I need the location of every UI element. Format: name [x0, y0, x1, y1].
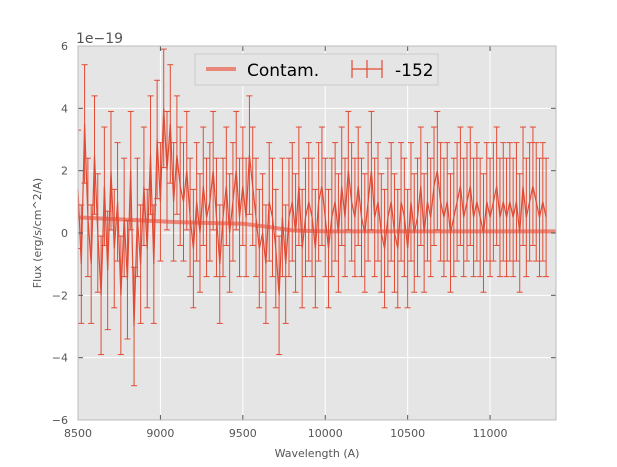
contam-series [77, 215, 556, 234]
y-tick-label-4: 2 [61, 165, 68, 178]
legend-flux-swatch [351, 60, 383, 78]
y-tick-label-1: −4 [52, 352, 68, 365]
y-tick-label-6: 6 [61, 40, 68, 53]
x-tick-label-4: 10500 [390, 427, 425, 440]
flux-series [77, 48, 550, 387]
legend-contam-label: Contam. [247, 61, 319, 81]
y-axis-label: Flux (erg/s/cm^2/A) [31, 178, 44, 288]
plot-frame [77, 45, 557, 421]
x-tick-label-0: 8500 [64, 427, 92, 440]
legend: Contam. -152 [194, 53, 439, 86]
x-tick-label-3: 10000 [308, 427, 343, 440]
x-tick-label-2: 9500 [229, 427, 257, 440]
data-point [295, 126, 302, 246]
y-tick-label-0: −6 [52, 414, 68, 427]
y-tick-label-3: 0 [61, 227, 68, 240]
x-tick-label-1: 9000 [146, 427, 174, 440]
legend-flux-label: -152 [395, 61, 434, 81]
x-tick-label-5: 11000 [473, 427, 508, 440]
y-tick-label-2: −2 [52, 289, 68, 302]
y-tick-labels: −6 −4 −2 0 2 4 6 [52, 40, 68, 427]
y-tick-label-5: 4 [61, 102, 68, 115]
flux-line [77, 108, 547, 327]
x-axis-label: Wavelength (A) [275, 447, 360, 460]
contam-line [77, 215, 556, 234]
y-offset-label: 1e−19 [76, 31, 123, 47]
x-tick-labels: 8500 9000 9500 10000 10500 11000 [64, 427, 508, 440]
data-point [543, 157, 550, 278]
axis-ticks [77, 45, 557, 421]
